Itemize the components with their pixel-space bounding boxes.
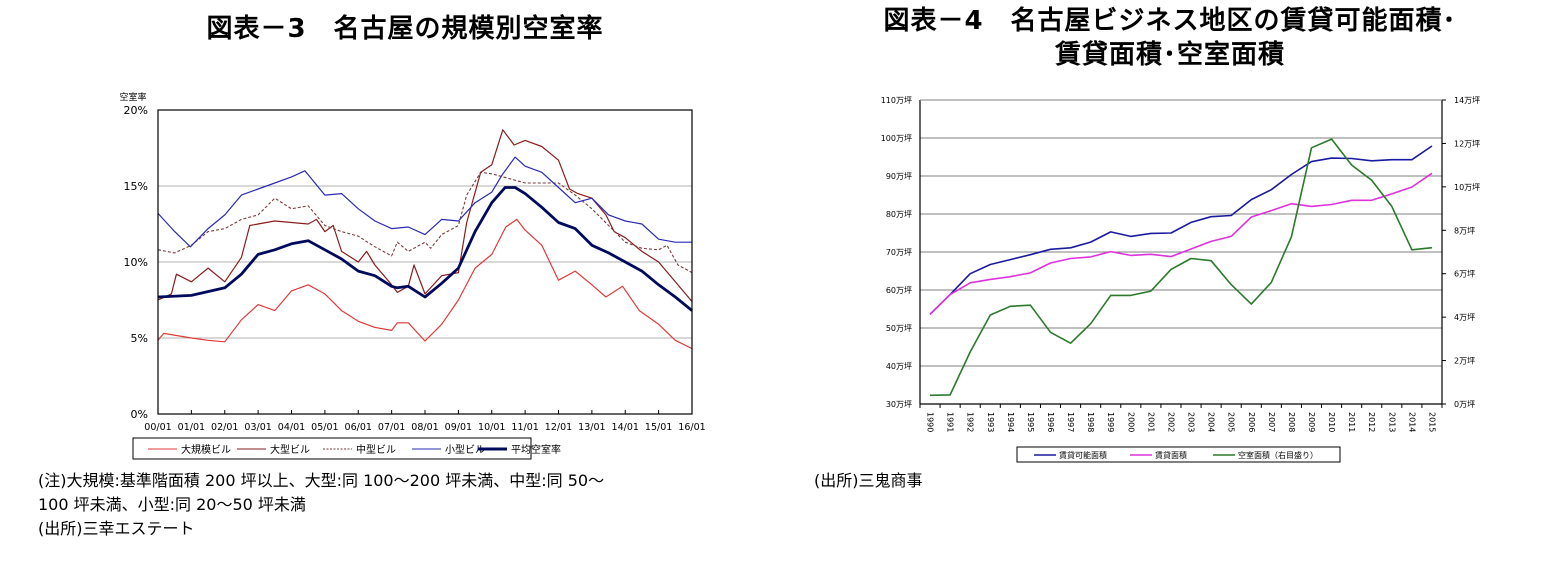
chart4-xtick-label: 2012: [1367, 412, 1376, 432]
chart4-title-line2: 賃貸面積･空室面積: [1054, 40, 1285, 70]
chart4-xtick-label: 2010: [1327, 412, 1336, 432]
chart3-ytick-label: 0%: [131, 408, 148, 421]
chart4-ytick-left-label: 80万坪: [886, 210, 912, 219]
chart4-ytick-left-label: 100万坪: [881, 134, 912, 143]
chart4-ytick-left-label: 70万坪: [886, 248, 912, 257]
chart4-xtick-label: 2002: [1166, 412, 1175, 432]
chart4-xtick-label: 2009: [1307, 412, 1316, 432]
chart3-series-line: [157, 186, 693, 312]
chart4-xtick-label: 1993: [986, 412, 995, 432]
chart3-ytick-label: 5%: [131, 332, 148, 345]
chart4-legend-label: 賃貸可能面積: [1059, 450, 1107, 460]
chart4-series-line: [929, 145, 1433, 315]
chart4-ytick-left-label: 110万坪: [881, 96, 912, 105]
chart4-xtick-label: 2007: [1267, 412, 1276, 432]
chart4-ytick-right-label: 2万坪: [1454, 357, 1475, 366]
chart3-xtick-label: 06/01: [345, 422, 372, 433]
chart3-legend-label: 小型ビル: [445, 443, 485, 456]
chart3-legend-label: 平均空室率: [511, 443, 561, 456]
chart4-ytick-right-label: 4万坪: [1454, 313, 1475, 322]
chart3-source: (出所)三幸エステート: [38, 519, 195, 538]
chart4-xtick-label: 2005: [1227, 412, 1236, 432]
chart3-plot-frame: [157, 109, 693, 415]
chart3-legend-label: 中型ビル: [356, 443, 396, 456]
chart4-xtick-label: 2006: [1247, 412, 1256, 432]
chart3-xtick-label: 09/01: [445, 422, 472, 433]
chart3-xtick-label: 14/01: [612, 422, 639, 433]
chart4-legend-label: 空室面積（右目盛り）: [1238, 450, 1318, 460]
chart3-title: 図表－3 名古屋の規模別空室率: [206, 14, 604, 44]
chart4-title: 図表－4 名古屋ビジネス地区の賃貸可能面積･ 賃貸面積･空室面積: [860, 4, 1480, 72]
chart4-xtick-label: 2001: [1146, 412, 1155, 432]
chart4-xtick-label: 2008: [1287, 412, 1296, 432]
chart3-ytick-label: 20%: [124, 104, 148, 117]
chart4-ytick-left-label: 40万坪: [886, 362, 912, 371]
chart4-ytick-right-label: 14万坪: [1454, 96, 1480, 105]
chart3-xtick-label: 15/01: [645, 422, 672, 433]
chart3-ytick-label: 10%: [124, 256, 148, 269]
chart3-xtick-label: 03/01: [244, 422, 271, 433]
chart4-ytick-left-label: 30万坪: [886, 400, 912, 409]
chart4-xtick-label: 2013: [1387, 412, 1396, 432]
chart3-legend-label: 大型ビル: [270, 443, 310, 456]
chart4-xtick-label: 1990: [926, 412, 935, 432]
chart4-xtick-label: 2015: [1427, 412, 1436, 432]
chart3-xtick-label: 07/01: [378, 422, 405, 433]
chart3-series-line: [157, 129, 693, 302]
chart4-ytick-right-label: 10万坪: [1454, 183, 1480, 192]
chart4-xtick-label: 1998: [1086, 412, 1095, 432]
chart3-series-line: [157, 218, 693, 350]
chart4-xtick-label: 2011: [1347, 412, 1356, 432]
chart4-xtick-label: 1995: [1026, 412, 1035, 432]
chart4-ytick-right-label: 12万坪: [1454, 139, 1480, 148]
chart4-xtick-label: 1994: [1006, 412, 1015, 432]
chart4-title-line1: 図表－4 名古屋ビジネス地区の賃貸可能面積･: [883, 6, 1457, 36]
chart4-ytick-left-label: 50万坪: [886, 324, 912, 333]
chart3-xtick-label: 00/01: [144, 422, 171, 433]
chart3-ytick-label: 15%: [124, 180, 148, 193]
chart4-xtick-label: 1991: [946, 412, 955, 432]
chart3-xtick-label: 16/01: [678, 422, 705, 433]
chart4-ytick-left-label: 90万坪: [886, 172, 912, 181]
chart4-legend-box: [1016, 446, 1341, 463]
chart3-legend: 大規模ビル 大型ビル 中型ビル 小型ビル 平均空室率: [132, 437, 561, 460]
chart4-xtick-label: 2004: [1207, 412, 1216, 432]
chart3-xtick-label: 12/01: [545, 422, 572, 433]
chart3-legend-label: 大規模ビル: [181, 443, 231, 456]
chart3-vacancy-rate-by-size: 0% 5% 10% 15% 20%空室率 00/01 01/01 02/01 03/01 04/0…: [119, 91, 706, 460]
chart3-xtick-label: 01/01: [178, 422, 205, 433]
chart4-xtick-label: 1996: [1046, 412, 1055, 432]
chart4-source: (出所)三鬼商事: [814, 471, 923, 490]
chart3-note-line1: (注)大規模:基準階面積 200 坪以上、大型:同 100～200 坪未満、中型…: [38, 471, 605, 490]
chart3-xtick-label: 11/01: [511, 422, 538, 433]
chart4-legend-label: 賃貸面積: [1155, 450, 1187, 460]
chart4-xtick-label: 1992: [966, 412, 975, 432]
chart4-ytick-right-label: 0万坪: [1454, 400, 1475, 409]
chart4-ytick-right-label: 6万坪: [1454, 270, 1475, 279]
chart4-xtick-label: 1999: [1106, 412, 1115, 432]
chart3-xtick-label: 13/01: [578, 422, 605, 433]
chart4-ytick-left-label: 60万坪: [886, 286, 912, 295]
chart3-xtick-label: 04/01: [278, 422, 305, 433]
chart3-series-line: [157, 156, 692, 248]
chart3-xtick-label: 08/01: [411, 422, 438, 433]
chart4-series-line: [929, 172, 1433, 315]
chart4-xtick-label: 1997: [1066, 412, 1075, 432]
chart4-ytick-right-label: 8万坪: [1454, 226, 1475, 235]
chart3-note-line2: 100 坪未満、小型:同 20～50 坪未満: [38, 495, 306, 514]
chart4-series-line: [929, 138, 1433, 397]
chart4-legend: 賃貸可能面積 賃貸面積 空室面積（右目盛り）: [1016, 446, 1341, 463]
chart3-xtick-label: 10/01: [478, 422, 505, 433]
chart4-xtick-label: 2003: [1187, 412, 1196, 432]
chart3-ylabel: 空室率: [119, 91, 146, 103]
chart4-xtick-label: 2000: [1126, 412, 1135, 432]
chart3-series-line: [157, 171, 693, 274]
chart3-xtick-label: 02/01: [211, 422, 238, 433]
chart3-xtick-label: 05/01: [311, 422, 338, 433]
chart4-xtick-label: 2014: [1407, 412, 1416, 432]
chart4-floor-area: 30万坪 40万坪 50万坪 60万坪 70万坪 80万坪 90万坪 100万坪 110万坪 0万…: [881, 96, 1480, 463]
